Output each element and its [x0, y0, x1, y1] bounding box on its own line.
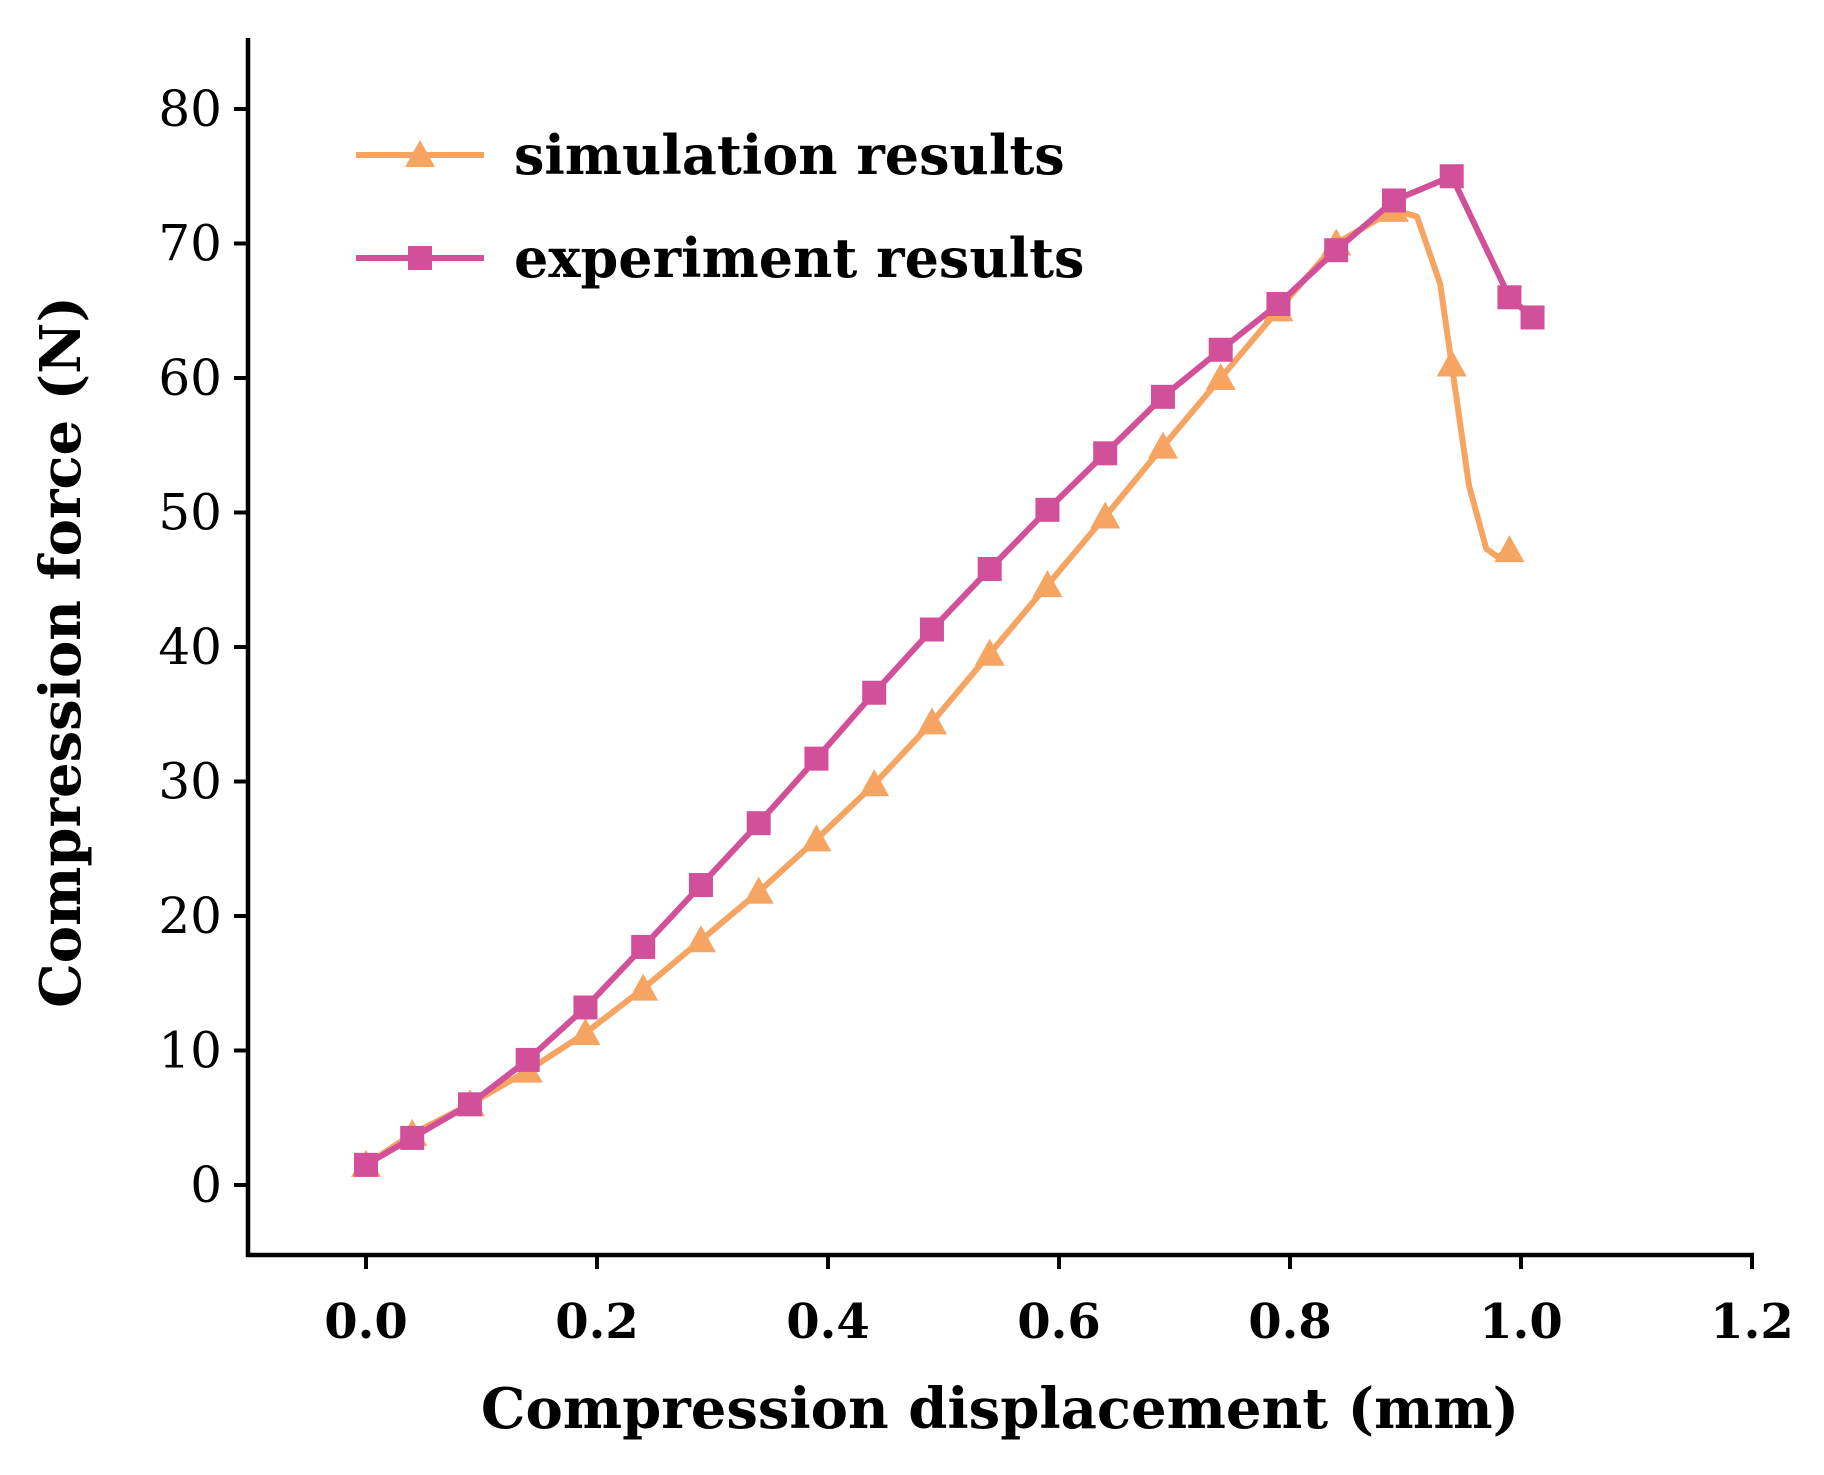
- legend-item-simulation: simulation results: [356, 123, 1065, 187]
- simulation-point: [859, 769, 890, 797]
- simulation-point: [1090, 501, 1121, 529]
- y-tick-label: 10: [158, 1022, 222, 1080]
- y-tick-label: 50: [158, 484, 222, 542]
- y-tick-label: 40: [158, 618, 222, 676]
- y-tick-label: 0: [190, 1156, 222, 1214]
- x-tick-label: 0.6: [1017, 1294, 1101, 1350]
- x-tick-label: 0.4: [786, 1294, 870, 1350]
- simulation-point: [1205, 363, 1236, 390]
- experiment-point: [573, 995, 598, 1020]
- legend-label-experiment: experiment results: [514, 226, 1084, 290]
- y-ticks: 0 10 20 30 40 50 60 70 80: [158, 80, 248, 1214]
- simulation-point: [801, 824, 832, 852]
- experiment-series: [354, 164, 1545, 1177]
- experiment-point: [1208, 337, 1233, 362]
- simulation-point: [570, 1018, 601, 1046]
- experiment-point: [631, 934, 656, 959]
- y-axis-title: Compression force (N): [28, 296, 94, 1008]
- legend-marker-experiment: [408, 246, 432, 270]
- x-tick-label: 1.2: [1710, 1294, 1794, 1350]
- simulation-point: [1032, 570, 1063, 598]
- legend-marker-simulation: [405, 140, 435, 167]
- experiment-point: [1439, 164, 1464, 189]
- experiment-point: [1093, 441, 1118, 466]
- simulation-point: [1494, 535, 1525, 563]
- simulation-series: [351, 194, 1525, 1177]
- y-tick-label: 20: [158, 887, 222, 945]
- x-tick-label: 0.2: [555, 1294, 639, 1350]
- legend-item-experiment: experiment results: [356, 226, 1084, 290]
- experiment-point: [515, 1047, 540, 1072]
- experiment-line: [363, 173, 1536, 1168]
- experiment-point: [1150, 384, 1175, 409]
- simulation-point: [1436, 349, 1467, 377]
- y-tick-label: 70: [158, 215, 222, 273]
- y-tick-label: 30: [158, 753, 222, 811]
- x-axis-title: Compression displacement (mm): [481, 1376, 1519, 1442]
- series-layer: [351, 164, 1545, 1177]
- x-tick-label: 0.0: [324, 1294, 408, 1350]
- experiment-point: [977, 556, 1002, 581]
- legend: simulation results experiment results: [356, 123, 1084, 290]
- experiment-point: [746, 811, 771, 836]
- experiment-point: [1497, 285, 1522, 310]
- simulation-point: [628, 973, 659, 1001]
- axes: [245, 38, 1754, 1258]
- experiment-point: [688, 873, 713, 898]
- experiment-point: [919, 617, 944, 642]
- experiment-point: [1324, 238, 1349, 263]
- experiment-point: [862, 680, 887, 705]
- simulation-point: [1147, 431, 1178, 459]
- experiment-point: [1520, 305, 1545, 330]
- simulation-point: [974, 638, 1005, 666]
- y-tick-label: 60: [158, 349, 222, 407]
- experiment-point: [354, 1152, 378, 1177]
- experiment-point: [457, 1092, 482, 1117]
- y-tick-label: 80: [158, 80, 222, 138]
- experiment-point: [1381, 188, 1406, 213]
- x-ticks: 0.0 0.2 0.4 0.6 0.8 1.0 1.2: [324, 1255, 1794, 1350]
- experiment-point: [804, 746, 829, 771]
- simulation-point: [916, 707, 947, 735]
- legend-label-simulation: simulation results: [514, 123, 1065, 187]
- simulation-line: [363, 206, 1513, 1168]
- x-tick-label: 1.0: [1479, 1294, 1563, 1350]
- experiment-point: [1035, 497, 1060, 522]
- simulation-point: [685, 925, 716, 953]
- experiment-point: [1266, 292, 1291, 317]
- x-tick-label: 0.8: [1248, 1294, 1332, 1350]
- experiment-point: [400, 1125, 425, 1150]
- simulation-point: [743, 876, 774, 904]
